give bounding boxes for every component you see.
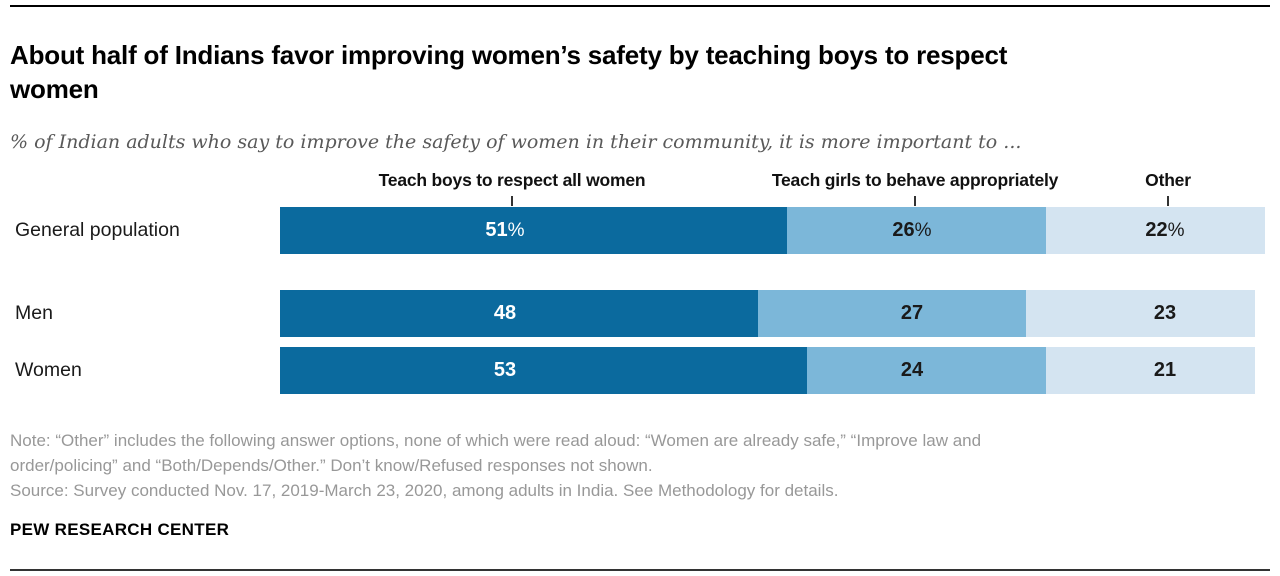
value-label: 24 <box>900 359 924 381</box>
series-header-other: Other <box>1145 170 1191 190</box>
bottom-rule <box>10 569 1270 571</box>
source-line: Source: Survey conducted Nov. 17, 2019-M… <box>10 481 839 500</box>
chart-notes: Note: “Other” includes the following ans… <box>10 428 1260 503</box>
chart-row: Men 48 27 23 <box>0 290 1280 337</box>
bar-segment <box>280 290 758 337</box>
value-label: 27 <box>900 302 924 324</box>
chart-row: General population 51% 26% 22% <box>0 207 1280 254</box>
value-label: 22% <box>1145 219 1185 241</box>
row-label: Men <box>15 302 53 324</box>
bar-segment <box>1046 347 1256 394</box>
bar-segment <box>787 207 1047 254</box>
top-rule <box>10 5 1270 7</box>
value-label: 21 <box>1153 359 1177 381</box>
page-title: About half of Indians favor improving wo… <box>10 40 1008 105</box>
pew-research-center-logo: PEW RESEARCH CENTER <box>10 520 230 539</box>
header-leader-tick <box>511 196 513 206</box>
value-label: 23 <box>1153 302 1177 324</box>
note-line: Note: “Other” includes the following ans… <box>10 431 982 450</box>
bar-segment <box>757 290 1027 337</box>
header-leader-tick <box>914 196 916 206</box>
row-label: General population <box>15 219 180 241</box>
value-label: 48 <box>493 302 517 324</box>
chart-subtitle: % of Indian adults who say to improve th… <box>10 131 1022 153</box>
value-label: 26% <box>892 219 932 241</box>
value-label: 53 <box>493 359 517 381</box>
value-label: 51% <box>485 219 525 241</box>
chart-row: Women 53 24 21 <box>0 347 1280 394</box>
series-header-girls: Teach girls to behave appropriately <box>771 170 1059 190</box>
bar-segment <box>280 347 808 394</box>
header-leader-tick <box>1167 196 1169 206</box>
row-label: Women <box>15 359 82 381</box>
bar-segment <box>807 347 1047 394</box>
series-header-boys: Teach boys to respect all women <box>378 170 646 190</box>
bar-segment <box>280 207 788 254</box>
bar-segment <box>1046 207 1266 254</box>
bar-segment <box>1026 290 1256 337</box>
note-line: order/policing” and “Both/Depends/Other.… <box>10 456 653 475</box>
